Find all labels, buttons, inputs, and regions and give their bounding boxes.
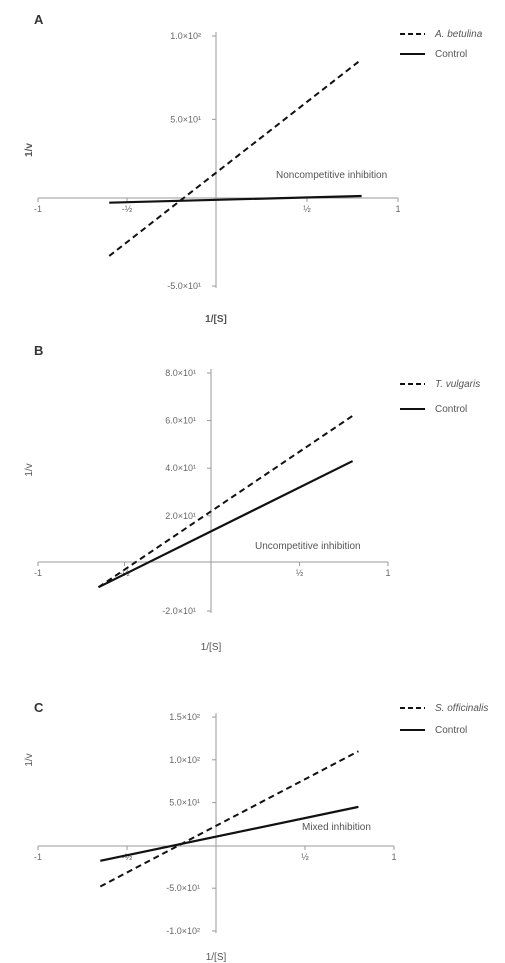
series-line-dashed [99,750,359,888]
y-axis-label: 1/v [24,753,35,766]
panel-letter: A [34,12,44,27]
y-tick-label: 1.0×10² [169,755,200,765]
x-tick-label: -1 [34,852,42,862]
y-tick-label: 8.0×10¹ [165,368,196,378]
y-tick-label: -5.0×10¹ [166,883,200,893]
y-tick-label: 5.0×10¹ [169,798,200,808]
x-tick-label: 1 [395,204,400,214]
legend-label: Control [435,49,467,60]
legend-label: Control [435,725,467,736]
y-axis-label: 1/v [24,143,35,157]
legend-label: A. betulina [434,29,483,40]
x-tick-label: ½ [303,204,311,214]
x-axis-label: 1/[S] [206,952,227,963]
annotation: Uncompetitive inhibition [255,541,361,552]
annotation: Mixed inhibition [302,822,371,833]
panel-letter: B [34,343,43,358]
x-axis-label: 1/[S] [201,642,222,653]
y-tick-label: -1.0×10² [166,926,200,936]
series-line-dashed [108,58,363,257]
x-tick-label: -1 [34,568,42,578]
series-line-solid [100,805,359,862]
y-tick-label: 1.5×10² [169,712,200,722]
y-tick-label: 4.0×10¹ [165,463,196,473]
legend-label: T. vulgaris [435,379,480,390]
series-line-dashed [97,415,354,589]
y-axis-label: 1/v [24,463,35,476]
x-tick-label: -1 [34,204,42,214]
legend-label: S. officinalis [435,703,488,714]
x-tick-label: -½ [122,204,133,214]
y-tick-label: 2.0×10¹ [165,511,196,521]
x-tick-label: 1 [391,852,396,862]
y-tick-label: -2.0×10¹ [162,606,196,616]
x-tick-label: ½ [296,568,304,578]
panel-letter: C [34,700,44,715]
y-tick-label: -5.0×10¹ [167,281,201,291]
x-tick-label: ½ [301,852,309,862]
legend-label: Control [435,404,467,415]
x-tick-label: -½ [122,852,133,862]
annotation: Noncompetitive inhibition [276,170,387,181]
y-tick-label: 5.0×10¹ [170,114,201,124]
y-tick-label: 1.0×10² [170,31,201,41]
series-line-solid [109,194,362,204]
x-axis-label: 1/[S] [205,314,227,325]
x-tick-label: 1 [385,568,390,578]
series-line-solid [98,460,354,589]
y-tick-label: 6.0×10¹ [165,416,196,426]
